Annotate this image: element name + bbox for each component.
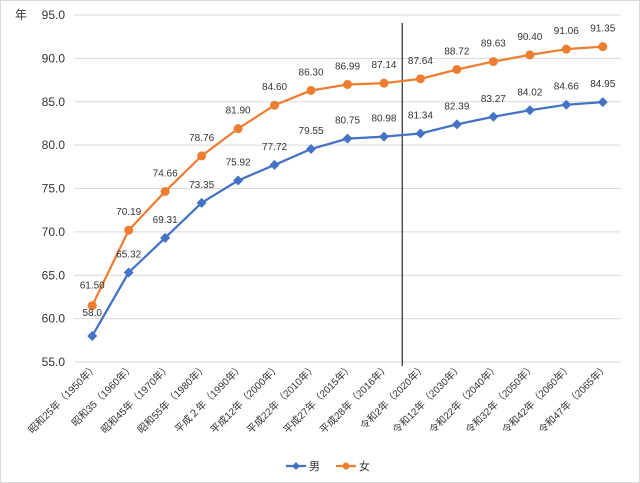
data-label: 77.72 xyxy=(262,142,287,153)
data-label: 61.50 xyxy=(80,281,105,292)
data-point xyxy=(197,151,207,161)
data-label: 79.55 xyxy=(299,126,324,137)
y-tick-label: 90.0 xyxy=(42,51,66,65)
data-label: 80.75 xyxy=(335,116,360,127)
data-point xyxy=(379,78,389,88)
x-tick-label: 平成12年（2000年） xyxy=(207,361,282,436)
data-label: 80.98 xyxy=(371,114,396,125)
data-label: 89.63 xyxy=(481,39,506,50)
x-tick-label: 令和2年（2020年） xyxy=(357,361,428,432)
data-label: 69.31 xyxy=(153,215,178,226)
legend: 男女 xyxy=(286,459,370,473)
y-tick-label: 65.0 xyxy=(42,268,66,282)
data-label: 70.19 xyxy=(116,207,141,218)
data-point xyxy=(451,119,462,130)
x-tick-label: 昭和25年（1950年） xyxy=(25,361,100,436)
data-point xyxy=(160,186,170,196)
y-tick-label: 85.0 xyxy=(42,95,66,109)
data-point xyxy=(233,175,244,186)
legend-marker xyxy=(292,462,300,470)
data-label: 74.66 xyxy=(153,168,178,179)
data-label: 84.02 xyxy=(517,87,542,98)
data-label: 91.06 xyxy=(554,26,579,37)
data-point xyxy=(87,330,98,341)
data-label: 81.34 xyxy=(408,111,433,122)
data-point xyxy=(561,44,571,54)
data-label: 86.30 xyxy=(299,67,324,78)
data-point xyxy=(525,50,535,60)
data-point xyxy=(488,57,498,67)
data-label: 84.95 xyxy=(590,79,615,90)
data-labels: 58.0 65.32 69.31 73.35 75.92 77.72 79.55 80.75 8… xyxy=(80,24,616,319)
y-axis-unit-label: 年 xyxy=(15,8,27,22)
y-tick-label: 95.0 xyxy=(42,8,66,22)
data-point xyxy=(598,42,608,52)
data-label: 82.39 xyxy=(444,101,469,112)
x-tick-label: 昭和55年（1980年） xyxy=(135,361,210,436)
data-label: 84.66 xyxy=(554,82,579,93)
data-label: 87.14 xyxy=(371,60,396,71)
data-label: 86.99 xyxy=(335,61,360,72)
data-point xyxy=(415,128,426,139)
data-label: 83.27 xyxy=(481,94,506,105)
x-tick-label: 令和22年（2040年） xyxy=(426,361,501,436)
x-tick-label: 平成２年（1990年） xyxy=(172,361,246,435)
data-label: 78.76 xyxy=(189,133,214,144)
data-point xyxy=(524,105,535,116)
legend-label: 男 xyxy=(309,461,320,473)
data-point xyxy=(452,64,462,74)
x-tick-label: 平成27年（2015年） xyxy=(280,361,355,436)
data-point xyxy=(343,79,352,89)
data-point xyxy=(488,111,499,122)
data-label: 58.0 xyxy=(82,308,102,319)
data-point xyxy=(124,225,134,235)
data-point xyxy=(233,124,243,134)
data-label: 73.35 xyxy=(189,180,214,191)
legend-label: 女 xyxy=(359,459,370,473)
x-tick-label: 平成22年（2010年） xyxy=(244,361,319,436)
data-point xyxy=(270,100,280,110)
y-tick-label: 60.0 xyxy=(42,312,66,326)
x-tick-label: 昭和45年（1970年） xyxy=(98,361,173,436)
data-point xyxy=(561,99,572,110)
x-axis-ticks: 昭和25年（1950年）昭和35（1960年）昭和45年（1970年）昭和55年… xyxy=(25,361,611,436)
data-point xyxy=(378,131,389,142)
y-tick-label: 70.0 xyxy=(42,225,66,239)
x-tick-label: 令和12年（2030年） xyxy=(390,361,465,436)
data-label: 81.90 xyxy=(226,106,251,117)
y-tick-label: 75.0 xyxy=(42,182,66,196)
x-tick-label: 令和47年（2065年） xyxy=(536,361,611,436)
data-point xyxy=(196,197,207,208)
data-label: 90.40 xyxy=(517,32,542,43)
x-tick-label: 昭和35（1960年） xyxy=(69,361,137,429)
y-axis-ticks: 55.0 60.0 65.0 70.0 75.0 80.0 85.0 90.0 95.0 xyxy=(42,8,66,369)
data-point xyxy=(87,301,97,311)
data-label: 65.32 xyxy=(116,249,141,260)
x-tick-label: 令和32年（2050年） xyxy=(463,361,538,436)
x-tick-label: 平成28年（2016年） xyxy=(317,361,392,436)
data-point xyxy=(415,74,425,84)
data-point xyxy=(269,159,280,170)
data-point xyxy=(342,133,353,144)
data-point xyxy=(306,85,316,95)
y-tick-label: 55.0 xyxy=(42,355,66,369)
data-label: 87.64 xyxy=(408,56,433,67)
data-label: 88.72 xyxy=(444,46,469,57)
data-label: 84.60 xyxy=(262,82,287,93)
data-point xyxy=(160,232,171,243)
y-tick-label: 80.0 xyxy=(42,138,66,152)
data-point xyxy=(306,144,317,155)
data-label: 75.92 xyxy=(226,158,251,169)
legend-marker xyxy=(342,462,350,470)
data-label: 91.35 xyxy=(590,24,615,35)
data-point xyxy=(597,97,608,108)
data-point xyxy=(123,267,134,278)
series-lines xyxy=(87,42,608,341)
x-tick-label: 令和42年（2060年） xyxy=(499,361,574,436)
